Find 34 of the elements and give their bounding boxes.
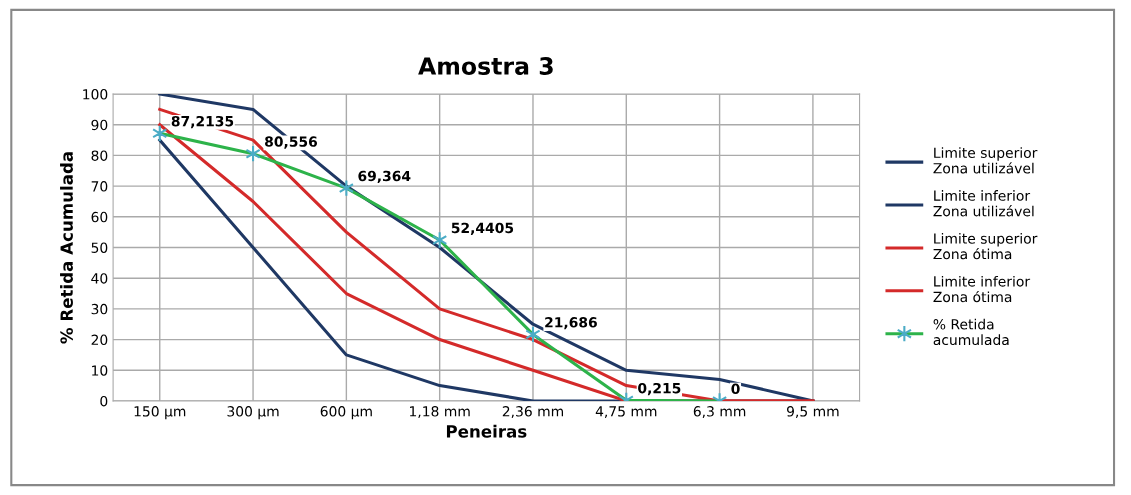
x-tick-label: 4,75 mm	[595, 406, 657, 418]
y-axis-title: % Retida Acumulada	[60, 152, 73, 344]
x-tick-label: 600 µm	[320, 406, 372, 420]
y-tick-label: 10	[92, 365, 108, 376]
data-label: 69,364	[358, 170, 411, 183]
y-tick-label: 90	[91, 119, 108, 131]
y-tick-label: 0	[100, 395, 108, 407]
y-tick-label: 80	[91, 150, 108, 161]
legend-label: % Retida acumulada	[933, 318, 1009, 346]
y-tick-label: 50	[91, 242, 108, 253]
x-tick-label: 6,3 mm	[693, 406, 746, 418]
x-tick-label: 2,36 mm	[502, 406, 563, 418]
x-tick-label: 300 µm	[227, 406, 279, 420]
legend-label: Limite inferior Zona utilizável	[933, 190, 1034, 217]
data-label: 21,686	[545, 317, 597, 330]
y-tick-label: 30	[91, 303, 108, 315]
legend-label: Limite inferior Zona ótima	[933, 275, 1031, 303]
legend-label: Limite superior Zona utilizável	[933, 147, 1038, 174]
legend-label: Limite superior Zona ótima	[933, 233, 1038, 260]
chart-title: Amostra 3	[418, 57, 553, 75]
x-tick-label: 1,18 mm	[410, 406, 470, 418]
y-tick-label: 20	[91, 334, 108, 346]
data-label: 52,4405	[451, 222, 514, 235]
y-tick-label: 70	[91, 181, 108, 192]
y-tick-label: 60	[91, 211, 108, 223]
x-tick-label: 150 µm	[134, 406, 186, 420]
data-label: 0,215	[638, 382, 681, 396]
data-label: 87,2135	[171, 115, 234, 129]
y-tick-label: 40	[91, 273, 108, 284]
x-axis-title: Peneiras	[446, 424, 527, 438]
x-tick-label: 9,5 mm	[787, 406, 839, 418]
y-tick-label: 100	[83, 89, 108, 100]
data-label: 80,556	[265, 136, 318, 149]
data-label: 0	[731, 383, 740, 395]
